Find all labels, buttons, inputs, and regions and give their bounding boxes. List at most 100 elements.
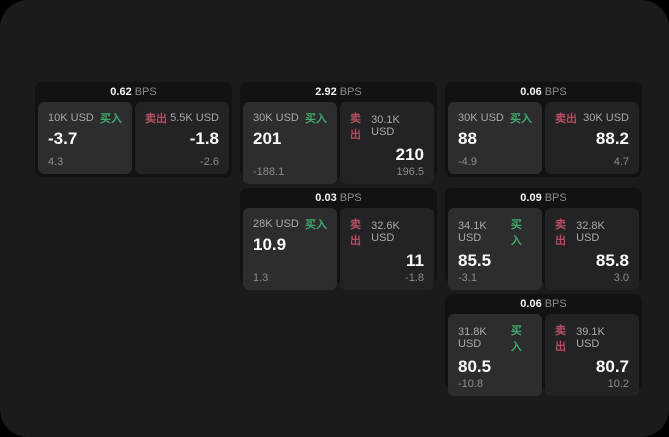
- panel-row: 10K USD 买入 -3.7 4.3 卖出 5.5K USD -1.8 -2.6: [38, 102, 229, 174]
- sell-panel[interactable]: 卖出 32.6K USD 11 -1.8: [340, 208, 434, 290]
- buy-delta: 4.3: [48, 156, 64, 168]
- quote-card: 0.06 BPS 30K USD 买入 88 -4.9 卖出 30K USD 88.2 4.7: [445, 82, 642, 177]
- buy-amount-label: 31.8K USD: [458, 326, 487, 350]
- buy-tag: 买入: [100, 113, 122, 125]
- buy-panel[interactable]: 28K USD 买入 10.9 1.3: [243, 208, 337, 290]
- sell-tag: 卖出: [145, 113, 167, 125]
- card-header: 0.06 BPS: [448, 82, 639, 102]
- card-header: 0.03 BPS: [243, 188, 434, 208]
- sell-amount-label: 30K USD: [583, 112, 629, 124]
- bps-unit-label: BPS: [544, 192, 567, 204]
- buy-value: 88: [458, 129, 477, 148]
- quote-card: 0.62 BPS 10K USD 买入 -3.7 4.3 卖出 5.5K USD -1.8 -2.…: [35, 82, 232, 177]
- sell-panel[interactable]: 卖出 5.5K USD -1.8 -2.6: [135, 102, 229, 174]
- sell-amount-label: 39.1K USD: [576, 326, 605, 350]
- quote-grid: 0.62 BPS 10K USD 买入 -3.7 4.3 卖出 5.5K USD -1.8 -2.…: [35, 82, 642, 396]
- bps-unit-label: BPS: [339, 86, 362, 98]
- buy-tag: 买入: [510, 219, 522, 247]
- sell-tag: 卖出: [555, 219, 566, 247]
- sell-value: 210: [395, 145, 424, 164]
- bps-value: 0.03: [315, 192, 337, 204]
- buy-delta: -3.1: [458, 272, 477, 284]
- sell-delta: 4.7: [613, 156, 629, 168]
- buy-amount-label: 28K USD: [253, 218, 299, 230]
- buy-panel[interactable]: 10K USD 买入 -3.7 4.3: [38, 102, 132, 174]
- bps-value: 0.62: [110, 86, 132, 98]
- bps-value: 0.06: [520, 298, 542, 310]
- buy-value: 80.5: [458, 357, 492, 376]
- bps-value: 2.92: [315, 86, 337, 98]
- buy-delta: -4.9: [458, 156, 477, 168]
- panel-row: 34.1K USD 买入 85.5 -3.1 卖出 32.8K USD 85.8 3.0: [448, 208, 639, 290]
- buy-panel-top: 28K USD 买入: [253, 216, 327, 232]
- panel-row: 30K USD 买入 201 -188.1 卖出 30.1K USD 210 196.5: [243, 102, 434, 184]
- card-header: 2.92 BPS: [243, 82, 434, 102]
- bps-value: 0.09: [520, 192, 542, 204]
- sell-amount-label: 32.8K USD: [576, 220, 605, 244]
- sell-tag: 卖出: [350, 113, 361, 141]
- sell-panel-top: 卖出 39.1K USD: [555, 322, 629, 354]
- sell-value: 80.7: [595, 357, 629, 376]
- panel-row: 30K USD 买入 88 -4.9 卖出 30K USD 88.2 4.7: [448, 102, 639, 174]
- buy-panel[interactable]: 31.8K USD 买入 80.5 -10.8: [448, 314, 542, 396]
- sell-tag: 卖出: [350, 219, 361, 247]
- quote-card: 0.03 BPS 28K USD 买入 10.9 1.3 卖出 32.6K USD 11 -1.8: [240, 188, 437, 290]
- sell-delta: -2.6: [200, 156, 219, 168]
- sell-panel[interactable]: 卖出 30.1K USD 210 196.5: [340, 102, 434, 184]
- buy-panel[interactable]: 30K USD 买入 201 -188.1: [243, 102, 337, 184]
- buy-panel-top: 30K USD 买入: [253, 110, 327, 126]
- sell-value: 88.2: [595, 129, 629, 148]
- sell-panel-top: 卖出 30.1K USD: [350, 110, 424, 142]
- buy-delta: -10.8: [458, 378, 484, 390]
- buy-panel[interactable]: 30K USD 买入 88 -4.9: [448, 102, 542, 174]
- sell-tag: 卖出: [555, 113, 577, 125]
- sell-value: 85.8: [595, 251, 629, 270]
- quote-card: 2.92 BPS 30K USD 买入 201 -188.1 卖出 30.1K USD 210 1…: [240, 82, 437, 184]
- sell-value: 11: [406, 251, 424, 270]
- quote-card: 0.06 BPS 31.8K USD 买入 80.5 -10.8 卖出 39.1K USD 80…: [445, 294, 642, 396]
- buy-tag: 买入: [510, 113, 532, 125]
- sell-delta: -1.8: [405, 272, 424, 284]
- buy-value: 10.9: [253, 235, 287, 254]
- buy-tag: 买入: [305, 113, 327, 125]
- buy-panel-top: 30K USD 买入: [458, 110, 532, 126]
- bps-unit-label: BPS: [544, 298, 567, 310]
- sell-amount-label: 30.1K USD: [371, 114, 400, 138]
- buy-panel[interactable]: 34.1K USD 买入 85.5 -3.1: [448, 208, 542, 290]
- sell-tag: 卖出: [555, 325, 566, 353]
- sell-panel-top: 卖出 32.6K USD: [350, 216, 424, 248]
- sell-delta: 196.5: [396, 166, 424, 178]
- card-header: 0.09 BPS: [448, 188, 639, 208]
- buy-delta: 1.3: [253, 272, 269, 284]
- sell-panel-top: 卖出 5.5K USD: [145, 110, 219, 126]
- sell-value: -1.8: [189, 129, 219, 148]
- bps-unit-label: BPS: [544, 86, 567, 98]
- buy-panel-top: 10K USD 买入: [48, 110, 122, 126]
- sell-panel[interactable]: 卖出 39.1K USD 80.7 10.2: [545, 314, 639, 396]
- buy-amount-label: 30K USD: [253, 112, 299, 124]
- sell-amount-label: 32.6K USD: [371, 220, 400, 244]
- buy-delta: -188.1: [253, 166, 285, 178]
- buy-panel-top: 31.8K USD 买入: [458, 322, 532, 354]
- buy-amount-label: 10K USD: [48, 112, 94, 124]
- buy-amount-label: 30K USD: [458, 112, 504, 124]
- buy-value: -3.7: [48, 129, 78, 148]
- quote-card: 0.09 BPS 34.1K USD 买入 85.5 -3.1 卖出 32.8K USD 85.…: [445, 188, 642, 290]
- panel-row: 28K USD 买入 10.9 1.3 卖出 32.6K USD 11 -1.8: [243, 208, 434, 290]
- bps-unit-label: BPS: [339, 192, 362, 204]
- buy-amount-label: 34.1K USD: [458, 220, 487, 244]
- card-header: 0.06 BPS: [448, 294, 639, 314]
- panel-row: 31.8K USD 买入 80.5 -10.8 卖出 39.1K USD 80.7 10.2: [448, 314, 639, 396]
- buy-panel-top: 34.1K USD 买入: [458, 216, 532, 248]
- buy-tag: 买入: [510, 325, 522, 353]
- sell-panel[interactable]: 卖出 32.8K USD 85.8 3.0: [545, 208, 639, 290]
- bps-unit-label: BPS: [134, 86, 157, 98]
- buy-value: 201: [253, 129, 282, 148]
- sell-amount-label: 5.5K USD: [170, 112, 219, 124]
- buy-value: 85.5: [458, 251, 492, 270]
- sell-panel-top: 卖出 30K USD: [555, 110, 629, 126]
- buy-tag: 买入: [305, 219, 327, 231]
- sell-delta: 10.2: [607, 378, 629, 390]
- sell-panel[interactable]: 卖出 30K USD 88.2 4.7: [545, 102, 639, 174]
